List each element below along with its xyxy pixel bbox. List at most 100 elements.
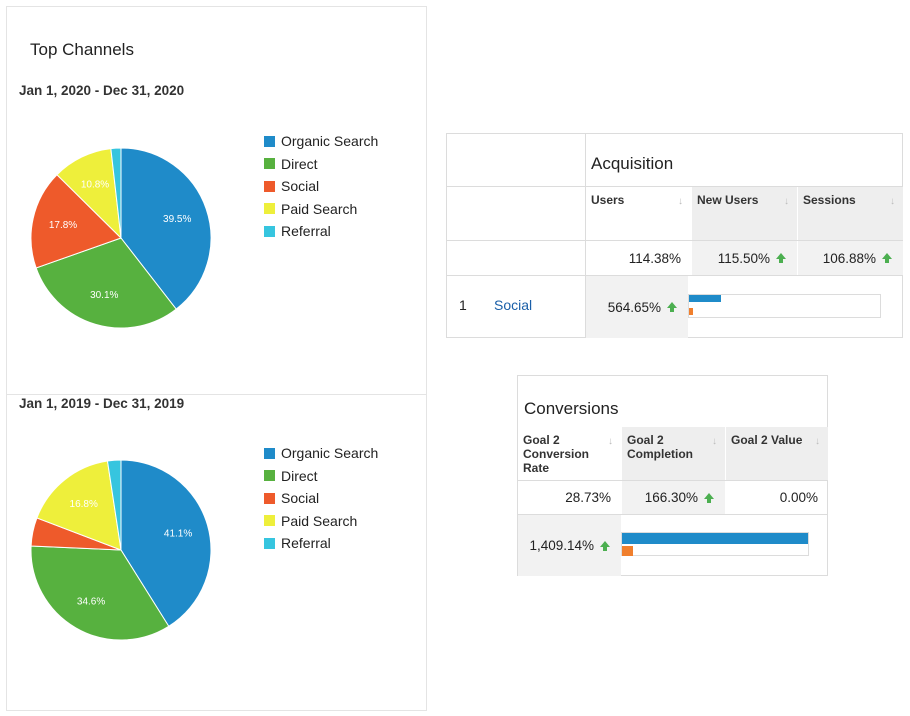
conversions-title: Conversions bbox=[524, 399, 619, 418]
swatch-icon bbox=[264, 515, 275, 527]
pie-slice-direct[interactable] bbox=[35, 237, 177, 329]
sort-arrow-icon[interactable]: ↓ bbox=[815, 436, 820, 447]
divider bbox=[447, 275, 903, 276]
pie-slice-label: 10.8% bbox=[81, 180, 109, 191]
divider bbox=[447, 186, 903, 187]
row-value: 1,409.14% bbox=[529, 538, 594, 553]
sort-arrow-icon[interactable]: ↓ bbox=[678, 196, 683, 207]
legend-item-paid-search[interactable]: Paid Search bbox=[264, 198, 378, 221]
column-header-sessions[interactable]: Sessions ↓ bbox=[798, 187, 903, 240]
legend-label: Paid Search bbox=[281, 512, 358, 529]
column-label: Sessions bbox=[803, 193, 856, 207]
bar-current bbox=[689, 295, 721, 302]
legend-item-organic-search[interactable]: Organic Search bbox=[264, 442, 378, 465]
column-header-new-users[interactable]: New Users ↓ bbox=[692, 187, 797, 240]
bar-previous bbox=[689, 308, 693, 315]
legend-item-social[interactable]: Social bbox=[264, 487, 378, 510]
column-label: Goal 2 Value bbox=[731, 433, 803, 447]
legend-label: Direct bbox=[281, 155, 318, 172]
legend-item-referral[interactable]: Referral bbox=[264, 220, 378, 243]
sort-arrow-icon[interactable]: ↓ bbox=[608, 436, 613, 447]
legend-item-direct[interactable]: Direct bbox=[264, 465, 378, 488]
total-completion: 166.30% bbox=[622, 481, 725, 514]
conversions-table: Conversions Goal 2 Conversion Rate ↓ Goal… bbox=[517, 375, 828, 576]
column-label: Goal 2 Completion bbox=[627, 433, 693, 461]
pie-slice-label: 30.1% bbox=[90, 290, 118, 301]
panel-divider bbox=[6, 394, 427, 395]
swatch-icon bbox=[264, 537, 275, 549]
column-header-goal2-value[interactable]: Goal 2 Value ↓ bbox=[726, 427, 828, 480]
legend-item-referral[interactable]: Referral bbox=[264, 532, 378, 555]
acquisition-table: Acquisition Users ↓ New Users ↓ Sessions ↓ … bbox=[446, 133, 903, 338]
pie-slice-referral[interactable] bbox=[110, 147, 122, 239]
bar-previous bbox=[622, 546, 633, 556]
acquisition-title: Acquisition bbox=[591, 154, 674, 173]
swatch-icon bbox=[264, 470, 275, 482]
column-label: New Users bbox=[697, 193, 759, 207]
column-label: Users bbox=[591, 193, 625, 207]
legend-label: Direct bbox=[281, 467, 318, 484]
swatch-icon bbox=[264, 158, 275, 170]
row-value: 564.65% bbox=[607, 299, 661, 315]
total-goal-value: 0.00% bbox=[726, 481, 828, 514]
column-header-goal2-conversion-rate[interactable]: Goal 2 Conversion Rate ↓ bbox=[518, 427, 621, 480]
divider bbox=[518, 514, 828, 515]
column-header-goal2-completion[interactable]: Goal 2 Completion ↓ bbox=[622, 427, 725, 480]
total-users: 114.38% bbox=[586, 241, 691, 275]
row-bar-chart bbox=[621, 532, 809, 556]
up-arrow-icon bbox=[704, 492, 714, 503]
legend-label: Social bbox=[281, 178, 320, 195]
date-range-2020: Jan 1, 2020 - Dec 31, 2020 bbox=[19, 83, 185, 98]
pie-chart-2020[interactable]: 39.5% 30.1% 17.8% 10.8% bbox=[30, 147, 212, 329]
row-conversion-rate-value: 1,409.14% bbox=[518, 515, 621, 576]
sort-arrow-icon[interactable]: ↓ bbox=[890, 196, 895, 207]
pie-slice-paid-search[interactable] bbox=[36, 460, 122, 551]
legend-label: Paid Search bbox=[281, 200, 358, 217]
swatch-icon bbox=[264, 203, 275, 215]
pie-slice-label: 17.8% bbox=[49, 220, 77, 231]
total-value: 0.00% bbox=[779, 490, 818, 505]
divider bbox=[518, 480, 828, 481]
pie-slice-referral[interactable] bbox=[106, 459, 122, 551]
legend-item-direct[interactable]: Direct bbox=[264, 153, 378, 176]
total-sessions: 106.88% bbox=[798, 241, 903, 275]
sort-arrow-icon[interactable]: ↓ bbox=[784, 196, 789, 207]
date-range-2019: Jan 1, 2019 - Dec 31, 2019 bbox=[19, 396, 185, 411]
up-arrow-icon bbox=[667, 302, 677, 312]
row-bar-chart bbox=[688, 294, 881, 318]
pie-slice-social[interactable] bbox=[30, 174, 122, 269]
pie-slice-label: 39.5% bbox=[163, 214, 191, 225]
legend-item-paid-search[interactable]: Paid Search bbox=[264, 510, 378, 533]
divider bbox=[447, 240, 903, 241]
swatch-icon bbox=[264, 492, 275, 504]
legend-2019: Organic Search Direct Social Paid Search… bbox=[264, 442, 378, 555]
row-link-social[interactable]: Social bbox=[494, 297, 533, 313]
pie-slice-label: 16.8% bbox=[70, 499, 98, 510]
legend-label: Referral bbox=[281, 535, 331, 552]
pie-slice-direct[interactable] bbox=[30, 545, 170, 641]
swatch-icon bbox=[264, 225, 275, 237]
legend-2020: Organic Search Direct Social Paid Search… bbox=[264, 130, 378, 243]
swatch-icon bbox=[264, 180, 275, 192]
total-value: 114.38% bbox=[628, 250, 681, 266]
legend-item-organic-search[interactable]: Organic Search bbox=[264, 130, 378, 153]
up-arrow-icon bbox=[882, 253, 892, 263]
total-value: 28.73% bbox=[565, 490, 611, 505]
pie-slice-label: 41.1% bbox=[164, 529, 192, 540]
pie-chart-2019[interactable]: 41.1% 34.6% 16.8% bbox=[30, 459, 212, 641]
sort-arrow-icon[interactable]: ↓ bbox=[712, 436, 717, 447]
legend-label: Referral bbox=[281, 223, 331, 240]
total-conversion-rate: 28.73% bbox=[518, 481, 621, 514]
column-header-users[interactable]: Users ↓ bbox=[586, 187, 691, 240]
swatch-icon bbox=[264, 447, 275, 459]
up-arrow-icon bbox=[600, 540, 610, 551]
pie-slice-label: 34.6% bbox=[77, 596, 105, 607]
total-new-users: 115.50% bbox=[692, 241, 797, 275]
pie-slice-organic-search[interactable] bbox=[120, 147, 212, 310]
pie-slice-organic-search[interactable] bbox=[120, 459, 212, 627]
bar-current bbox=[622, 533, 808, 544]
legend-item-social[interactable]: Social bbox=[264, 175, 378, 198]
widget-title: Top Channels bbox=[30, 40, 134, 59]
legend-label: Organic Search bbox=[281, 133, 379, 150]
row-users-value: 564.65% bbox=[586, 276, 688, 338]
